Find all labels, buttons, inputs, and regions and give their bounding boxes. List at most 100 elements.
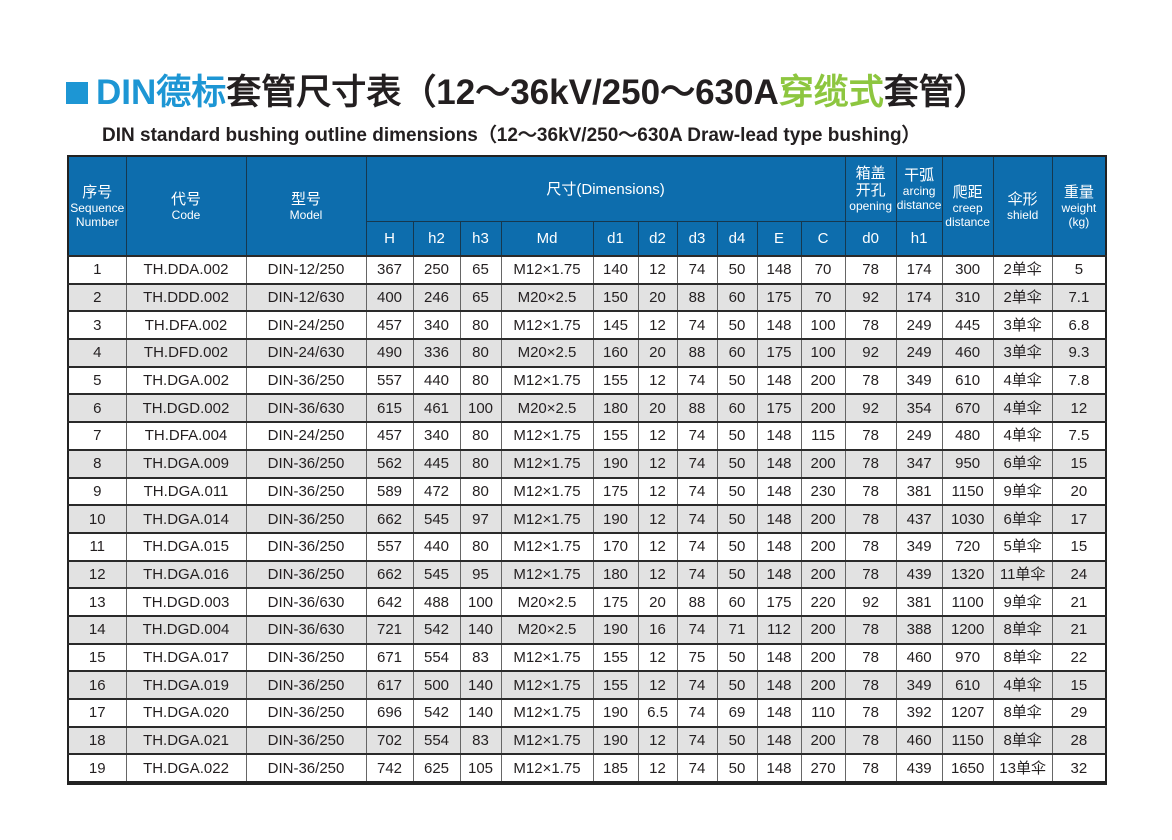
table-cell: 662 <box>365 504 414 534</box>
table-cell: 12 <box>637 559 678 590</box>
table-cell: 148 <box>756 504 802 534</box>
table-cell: TH.DGD.003 <box>125 587 247 617</box>
table-cell: 200 <box>800 725 846 756</box>
table-cell: 148 <box>756 421 802 451</box>
table-cell: 6单伞 <box>992 448 1053 479</box>
table-cell: 545 <box>412 504 461 534</box>
table-cell: 12 <box>637 531 678 562</box>
table-cell: 50 <box>716 476 758 507</box>
table-cell: 74 <box>676 725 718 756</box>
table-cell: 74 <box>676 504 718 534</box>
table-cell: 200 <box>800 614 846 645</box>
col-header-h2: h2 <box>412 221 461 257</box>
col-header-C: C <box>800 221 846 257</box>
table-cell: 148 <box>756 559 802 590</box>
table-cell: 175 <box>756 393 802 424</box>
table-cell: 50 <box>716 559 758 590</box>
table-cell: 445 <box>412 448 461 479</box>
table-cell: 60 <box>716 282 758 313</box>
table-cell: M12×1.75 <box>500 310 594 341</box>
table-cell: DIN-36/250 <box>245 531 367 562</box>
table-cell: 9单伞 <box>992 476 1053 507</box>
table-cell: 21 <box>1051 614 1107 645</box>
table-cell: 1650 <box>941 753 994 785</box>
table-cell: 74 <box>676 255 718 285</box>
table-cell: 78 <box>844 504 897 534</box>
col-header-creep-zh: 爬距 <box>952 183 983 201</box>
table-cell: 615 <box>365 393 414 424</box>
table-cell: 100 <box>459 587 502 617</box>
col-header-Md: Md <box>500 221 594 257</box>
table-cell: DIN-36/250 <box>245 476 367 507</box>
table-body: 1 TH.DDA.002 DIN-12/250 367 250 65 M12×1.75 140… <box>67 255 1107 785</box>
title-bullet-icon <box>66 82 88 105</box>
table-cell: 155 <box>592 365 639 396</box>
table-cell: 12 <box>637 255 678 285</box>
table-cell: 17 <box>67 698 127 728</box>
table-cell: 349 <box>895 670 943 700</box>
table-cell: 155 <box>592 670 639 700</box>
table-cell: 381 <box>895 476 943 507</box>
table-cell: 88 <box>676 282 718 313</box>
table-cell: 97 <box>459 504 502 534</box>
table-cell: 150 <box>592 282 639 313</box>
page-subtitle: DIN standard bushing outline dimensions（… <box>102 125 921 146</box>
table-cell: 610 <box>941 670 994 700</box>
col-header-h3: h3 <box>459 221 502 257</box>
col-header-weight: 重量 weight (kg) <box>1051 155 1107 257</box>
table-cell: 439 <box>895 753 943 785</box>
table-cell: 20 <box>637 282 678 313</box>
table-cell: 15 <box>67 642 127 673</box>
table-cell: 246 <box>412 282 461 313</box>
table-cell: 642 <box>365 587 414 617</box>
table-cell: 12 <box>637 642 678 673</box>
table-cell: DIN-24/630 <box>245 338 367 368</box>
table-cell: 170 <box>592 531 639 562</box>
col-header-E: E <box>756 221 802 257</box>
table-cell: TH.DGA.002 <box>125 365 247 396</box>
table-cell: 2单伞 <box>992 282 1053 313</box>
table-cell: 200 <box>800 504 846 534</box>
table-cell: 439 <box>895 559 943 590</box>
table-cell: 554 <box>412 642 461 673</box>
table-cell: 2单伞 <box>992 255 1053 285</box>
table-cell: M12×1.75 <box>500 504 594 534</box>
table-cell: 50 <box>716 421 758 451</box>
table-cell: 347 <box>895 448 943 479</box>
col-header-sequence: 序号 Sequence Number <box>67 155 127 257</box>
table-row: 5 TH.DGA.002 DIN-36/250 557 440 80 M12×1.75 155… <box>67 365 1107 396</box>
table-cell: 32 <box>1051 753 1107 785</box>
table-row: 2 TH.DDD.002 DIN-12/630 400 246 65 M20×2.5 150 2… <box>67 282 1107 313</box>
table-cell: TH.DFA.004 <box>125 421 247 451</box>
table-cell: 472 <box>412 476 461 507</box>
table-cell: 180 <box>592 559 639 590</box>
table-cell: 70 <box>800 255 846 285</box>
table-cell: 140 <box>592 255 639 285</box>
table-cell: 175 <box>592 476 639 507</box>
table-cell: 200 <box>800 559 846 590</box>
table-cell: 12 <box>637 448 678 479</box>
table-cell: 349 <box>895 531 943 562</box>
table-cell: 50 <box>716 531 758 562</box>
table-cell: 175 <box>756 282 802 313</box>
table-cell: 13 <box>67 587 127 617</box>
table-cell: 12 <box>1051 393 1107 424</box>
col-header-h1: h1 <box>895 221 943 257</box>
table-cell: 6单伞 <box>992 504 1053 534</box>
table-cell: 28 <box>1051 725 1107 756</box>
table-cell: 1200 <box>941 614 994 645</box>
table-cell: 78 <box>844 614 897 645</box>
table-cell: 50 <box>716 255 758 285</box>
table-cell: 6 <box>67 393 127 424</box>
table-cell: 12 <box>637 310 678 341</box>
table-cell: 50 <box>716 642 758 673</box>
table-cell: DIN-12/630 <box>245 282 367 313</box>
title-text: DIN德标套管尺寸表（12～36kV/250～630A穿缆式套管） <box>96 73 989 113</box>
table-cell: 4单伞 <box>992 670 1053 700</box>
page-title: DIN德标套管尺寸表（12～36kV/250～630A穿缆式套管） <box>66 73 989 113</box>
table-cell: M20×2.5 <box>500 614 594 645</box>
table-cell: TH.DGA.022 <box>125 753 247 785</box>
table-cell: 400 <box>365 282 414 313</box>
table-cell: M12×1.75 <box>500 559 594 590</box>
table-row: 13 TH.DGD.003 DIN-36/630 642 488 100 M20×2.5 17… <box>67 587 1107 617</box>
